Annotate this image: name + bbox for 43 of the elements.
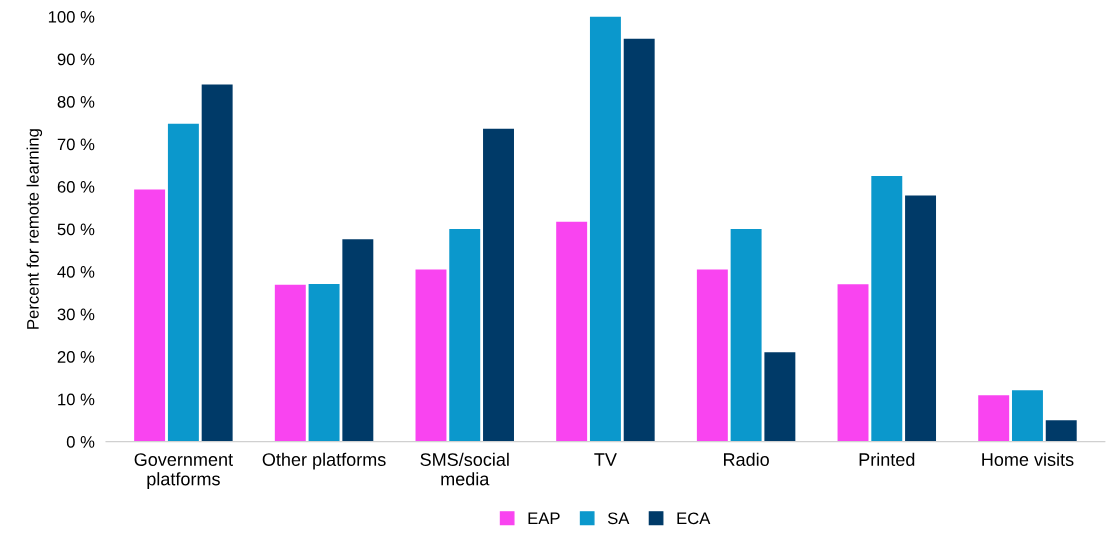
y-tick-label: 0 % [66, 436, 95, 448]
x-tick-label: Other platforms [262, 452, 386, 470]
bar [837, 284, 869, 442]
y-tick-label: 60 % [57, 180, 95, 193]
y-tick-label: 10 % [58, 393, 95, 406]
bar [764, 352, 796, 442]
y-tick-label: 100 % [48, 10, 95, 23]
bar [201, 84, 233, 442]
bar [1045, 420, 1077, 442]
x-tick-label: Printed [859, 452, 915, 466]
bar [167, 123, 199, 442]
x-tick-label: TV [594, 453, 617, 466]
legend-label: EAP [528, 512, 560, 525]
y-tick-label: 40 % [57, 265, 95, 278]
bar [308, 283, 340, 442]
bar [556, 221, 588, 442]
bar [1011, 390, 1043, 442]
bar [274, 284, 306, 442]
x-tick-label: Government platforms [134, 453, 233, 489]
bar [623, 38, 655, 442]
y-tick-label: 80 % [57, 95, 95, 108]
x-tick-label: Home visits [982, 452, 1074, 466]
legend-label: ECA [677, 512, 711, 525]
y-tick-label: 50 % [57, 223, 95, 236]
bar [415, 269, 447, 442]
bar [696, 269, 728, 442]
bar [134, 189, 166, 442]
bar [905, 195, 937, 442]
y-tick-label: 90 % [57, 53, 95, 66]
x-tick-label: SMS/social media [420, 452, 509, 486]
bar [730, 229, 762, 442]
bar [978, 395, 1010, 442]
y-axis-title: Percent for remote learning [26, 129, 43, 329]
y-tick-label: 70 % [57, 138, 95, 151]
bar [449, 229, 481, 442]
x-tick-label: Radio [724, 452, 769, 466]
y-tick-label: 20 % [57, 350, 95, 363]
legend-label: SA [607, 512, 630, 525]
bar [342, 239, 374, 442]
bar [483, 128, 514, 442]
bar [871, 175, 903, 442]
y-tick-label: 30 % [57, 308, 95, 321]
bar [589, 16, 621, 442]
